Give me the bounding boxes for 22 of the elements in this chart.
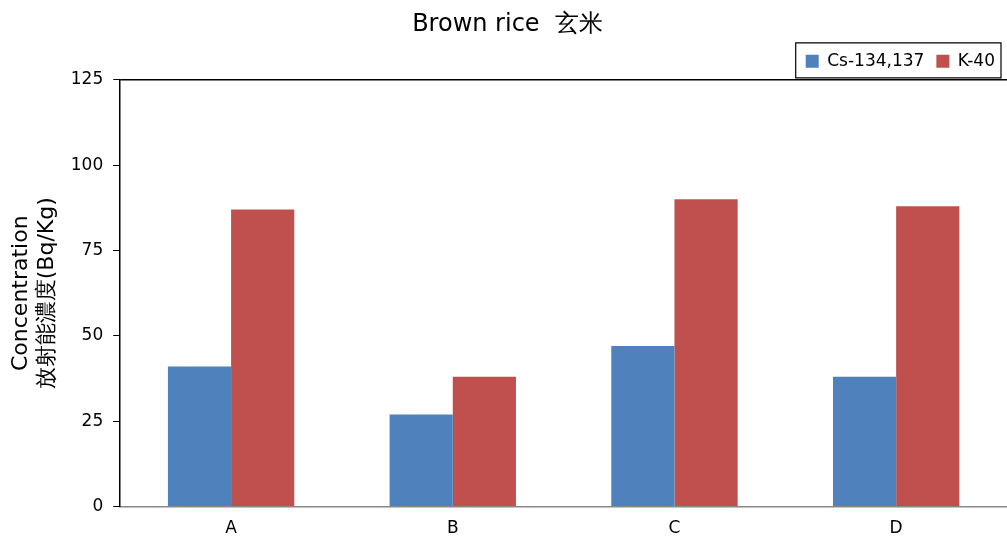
x-tick-label: A	[225, 517, 238, 538]
bar	[611, 346, 675, 507]
bar	[389, 414, 453, 507]
bar	[167, 366, 232, 507]
y-axis-title: Concentration 放射能濃度(Bq/Kg)	[6, 197, 59, 390]
y-tick-label: 75	[81, 238, 104, 259]
x-tick-label: D	[889, 517, 903, 538]
chart-title: Brown rice 玄米	[412, 8, 603, 37]
y-tick-label: 50	[81, 324, 104, 345]
legend-label: K-40	[957, 49, 996, 70]
bar	[674, 199, 738, 507]
x-tick-label: B	[446, 517, 459, 538]
bar	[832, 376, 897, 507]
y-tick-label: 125	[70, 68, 104, 89]
bar	[452, 376, 516, 507]
legend-label: Cs-134,137	[827, 49, 925, 70]
y-tick-label: 100	[70, 153, 104, 174]
bar	[896, 206, 960, 507]
x-tick-label: C	[668, 517, 681, 538]
y-tick-label: 0	[92, 495, 104, 516]
bar	[231, 209, 295, 507]
y-tick-label: 25	[81, 409, 104, 430]
